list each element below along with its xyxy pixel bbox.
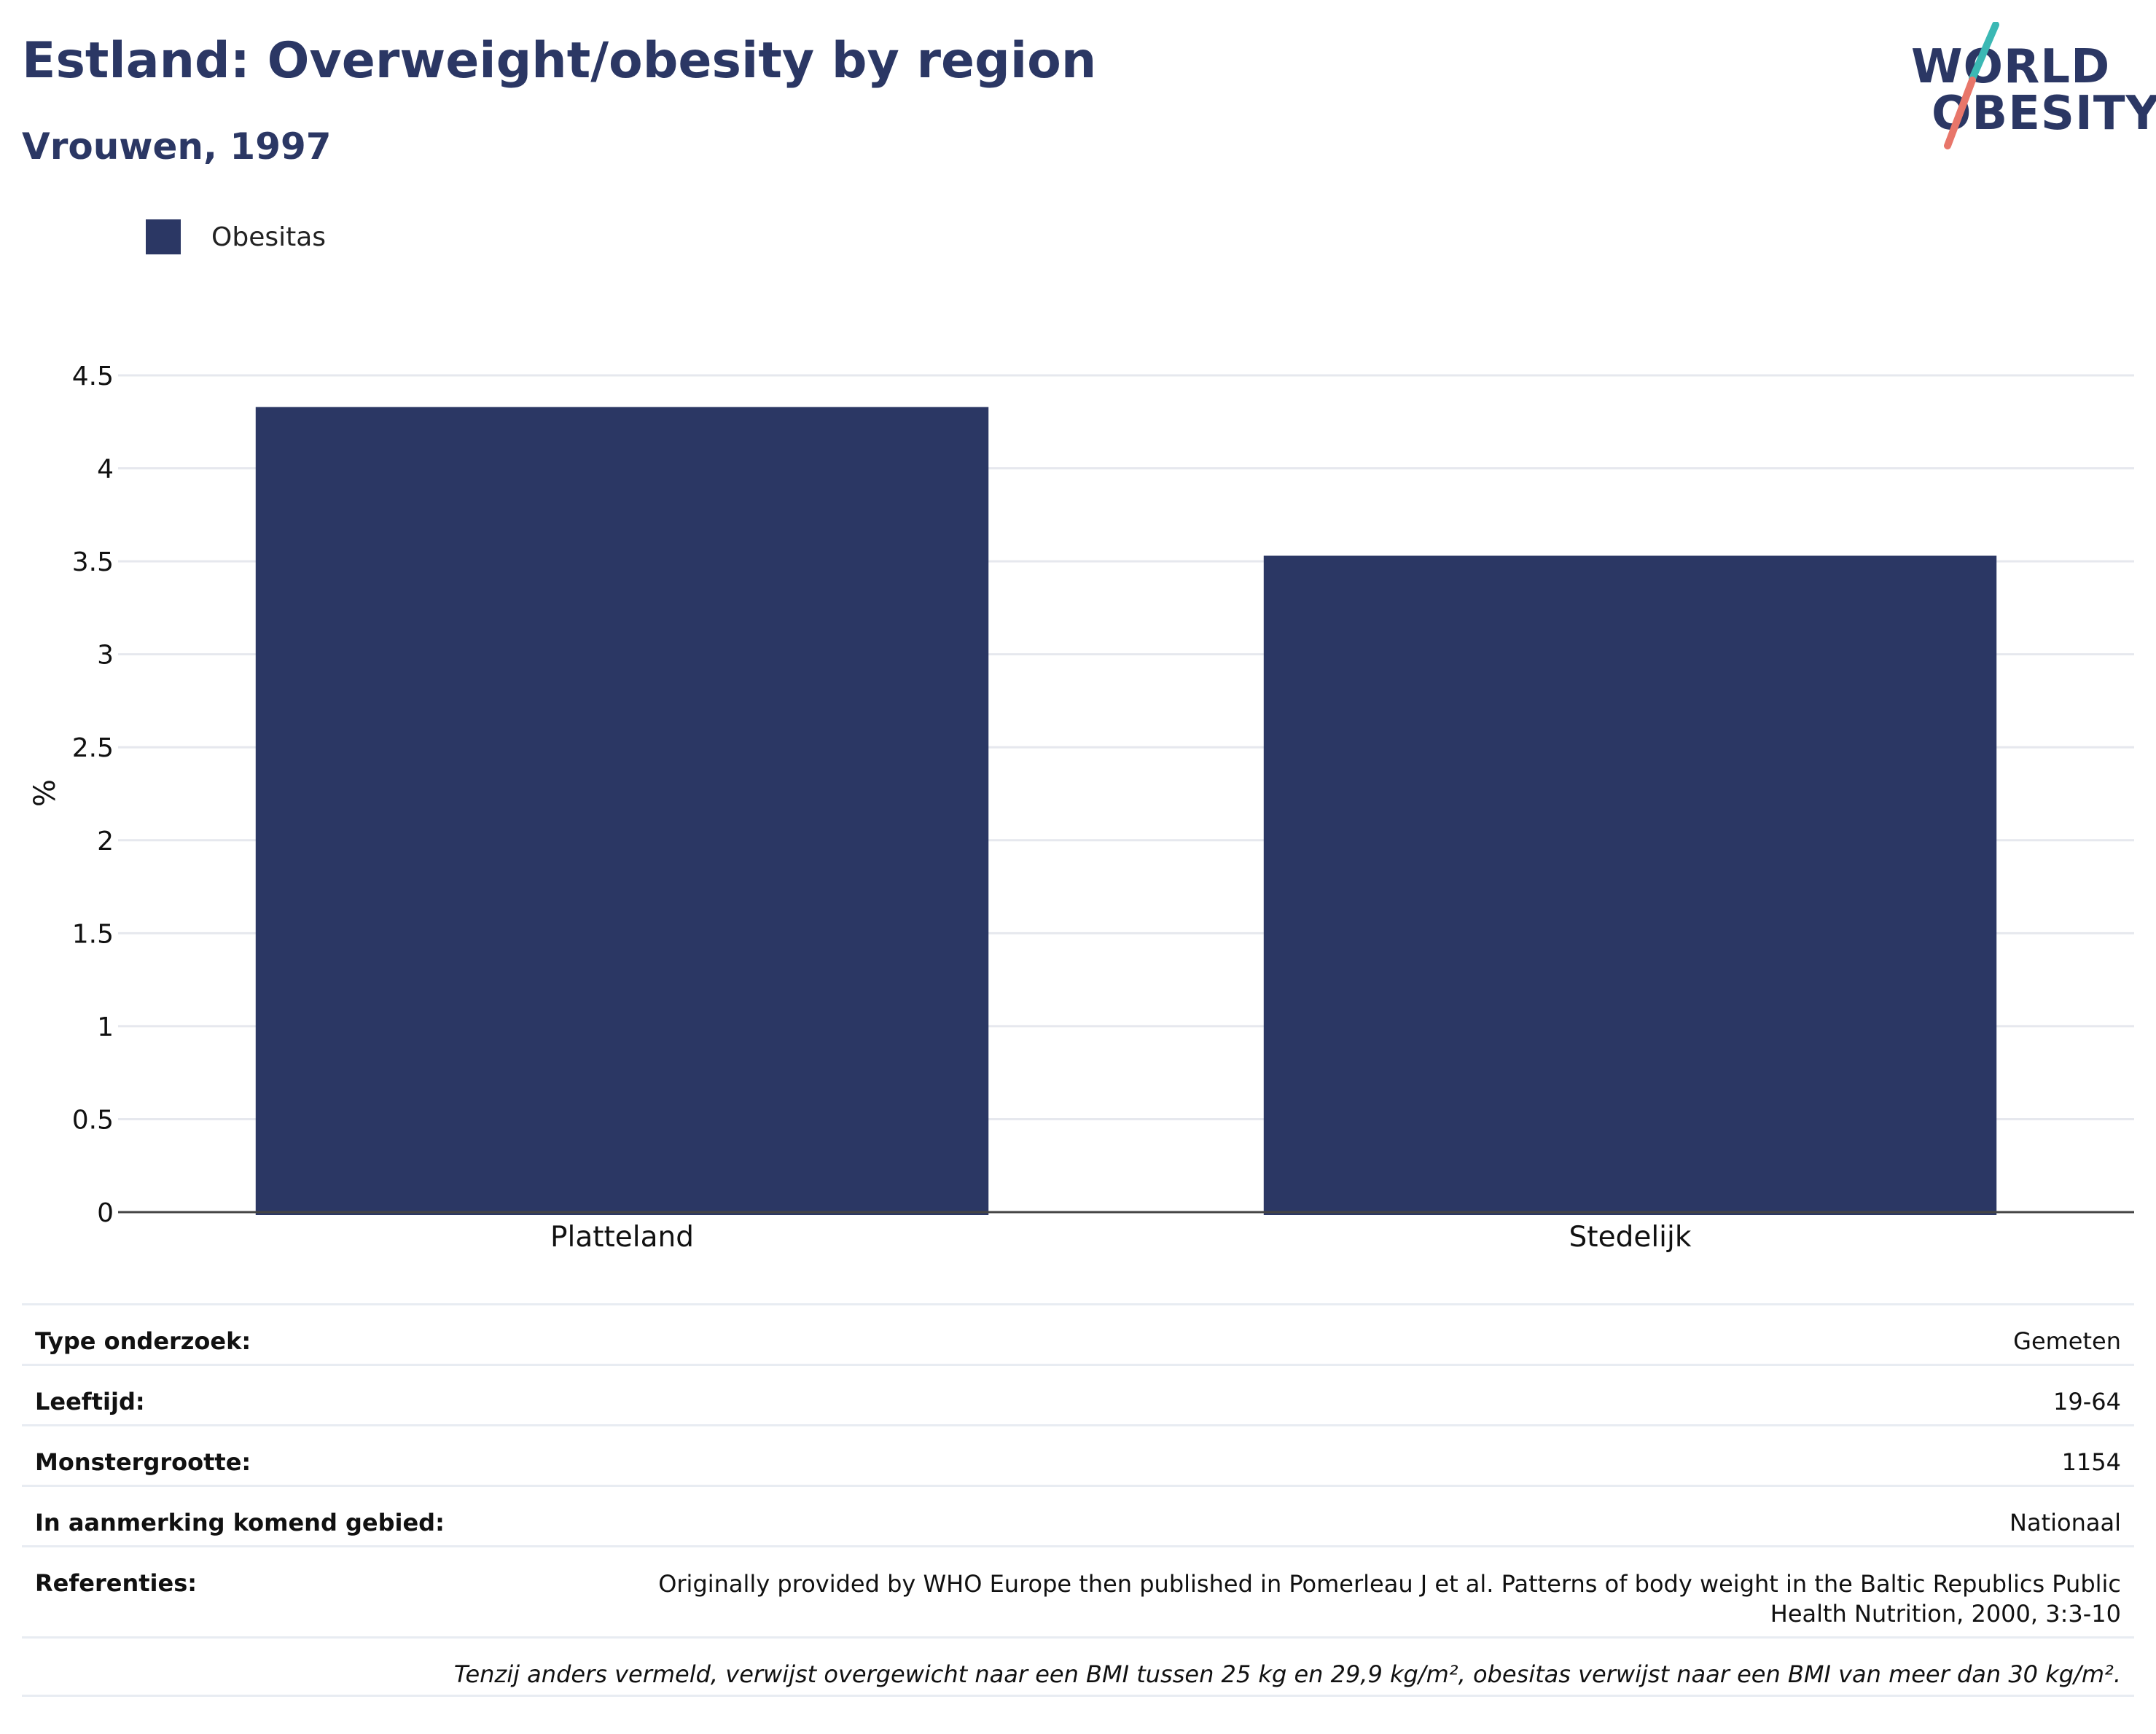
legend-label: Obesitas <box>211 222 327 252</box>
y-tick-label: 1 <box>97 1012 114 1042</box>
bar-platteland <box>255 407 989 1215</box>
info-row-area: In aanmerking komend gebied: Nationaal <box>22 1485 2134 1545</box>
info-table: Type onderzoek: Gemeten Leeftijd: 19-64 … <box>22 1303 2134 1697</box>
info-label: Monstergrootte: <box>35 1448 251 1476</box>
info-value: Nationaal <box>2009 1509 2121 1536</box>
y-tick-label: 3.5 <box>72 547 114 577</box>
y-tick-label: 4 <box>97 455 114 485</box>
definition-note: Tenzij anders vermeld, verwijst overgewi… <box>453 1660 2121 1688</box>
info-value: 1154 <box>2061 1448 2121 1476</box>
bar-chart: 0 0.5 1 1.5 2 2.5 3 3.5 4 4.5 Platteland Stedelijk% <box>28 362 2134 1254</box>
y-tick-label: 2.5 <box>72 733 114 763</box>
y-tick-label: 2 <box>97 827 114 856</box>
info-row-references: Referenties: Originally provided by WHO … <box>22 1545 2134 1636</box>
info-row-note: Tenzij anders vermeld, verwijst overgewi… <box>22 1636 2134 1697</box>
chart-title: Estland: Overweight/obesity by region <box>22 32 1097 90</box>
info-row-age: Leeftijd: 19-64 <box>22 1364 2134 1424</box>
y-tick-label: 3 <box>97 641 114 671</box>
x-tick-label: Platteland <box>550 1221 694 1254</box>
info-label: Type onderzoek: <box>35 1327 251 1355</box>
info-row-type: Type onderzoek: Gemeten <box>22 1303 2134 1364</box>
info-label: Leeftijd: <box>35 1388 145 1415</box>
info-value: 19-64 <box>2053 1388 2121 1415</box>
info-value: Gemeten <box>2013 1327 2121 1355</box>
info-label: In aanmerking komend gebied: <box>35 1509 445 1536</box>
info-value: Originally provided by WHO Europe then p… <box>658 1570 2121 1628</box>
logo-word-1: WORLD <box>1911 40 2111 94</box>
world-obesity-logo: WORLD OBESITY <box>1902 22 2156 153</box>
y-tick-label: 0 <box>97 1198 114 1228</box>
info-label: Referenties: <box>35 1569 198 1597</box>
y-tick-label: 4.5 <box>72 362 114 391</box>
y-tick-label: 0.5 <box>72 1105 114 1135</box>
x-tick-label: Stedelijk <box>1569 1221 1692 1254</box>
legend-swatch <box>146 219 181 254</box>
logo-slash-icon <box>1944 22 1999 149</box>
chart-subtitle: Vrouwen, 1997 <box>22 125 332 168</box>
legend: Obesitas <box>146 219 326 255</box>
info-row-sample: Monstergrootte: 1154 <box>22 1424 2134 1485</box>
y-axis-label: % <box>28 779 62 807</box>
y-tick-label: 1.5 <box>72 919 114 949</box>
bar-stedelijk <box>1263 555 1997 1215</box>
